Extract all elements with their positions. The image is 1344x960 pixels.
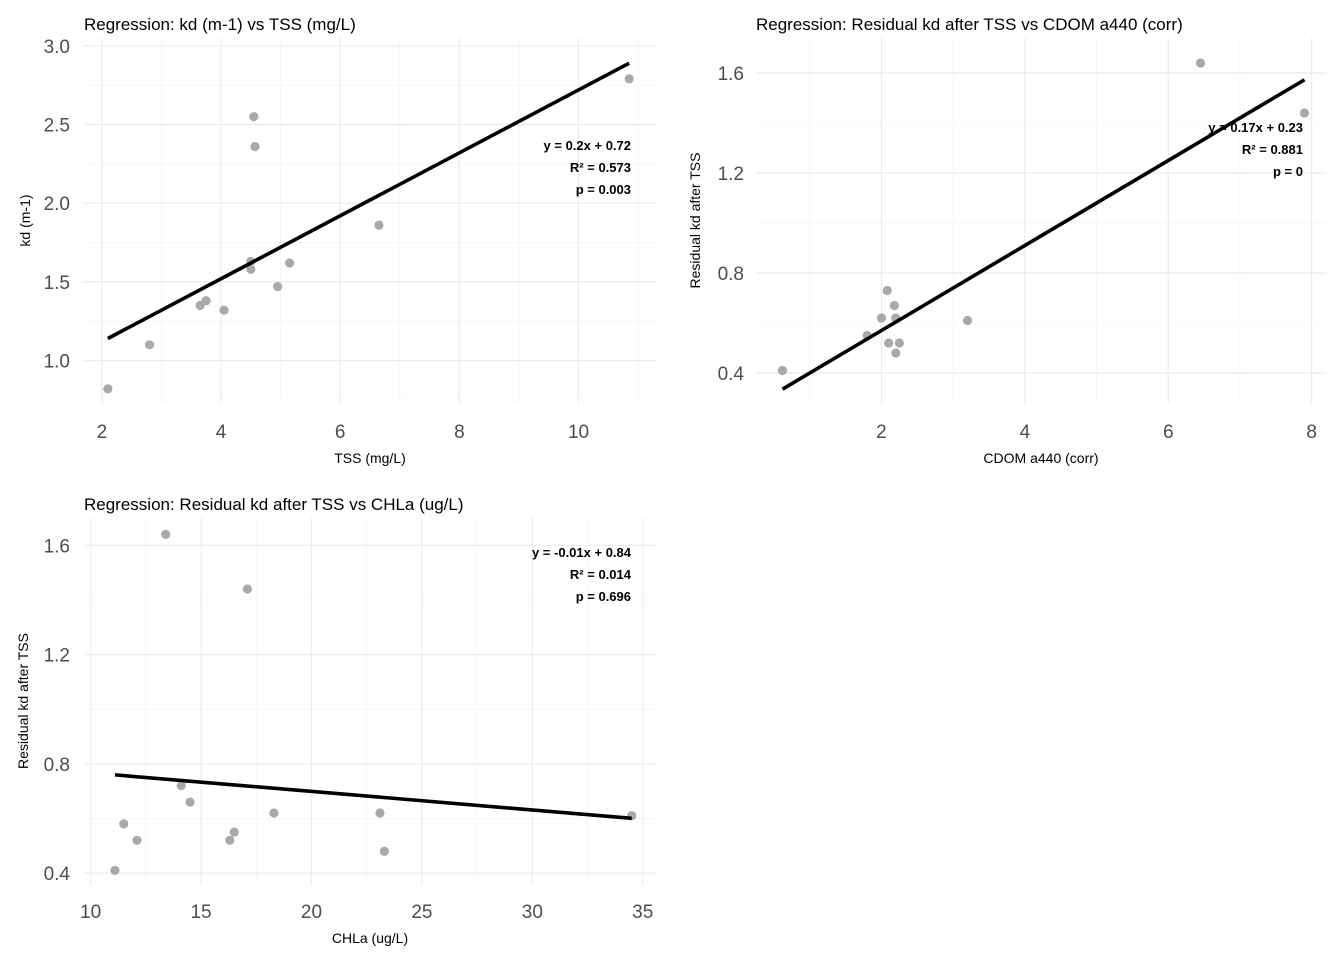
annotation-r2: R² = 0.881	[1242, 142, 1303, 157]
x-tick-label: 15	[190, 902, 211, 923]
data-point	[246, 264, 256, 274]
y-tick-label: 1.6	[44, 536, 70, 557]
data-point	[249, 112, 259, 122]
x-tick-label: 6	[335, 422, 346, 443]
regression-line	[781, 78, 1306, 391]
data-point	[229, 827, 239, 837]
data-point	[374, 220, 384, 230]
data-point	[1195, 58, 1206, 68]
data-point	[891, 348, 901, 358]
y-axis-title: Residual kd after TSS	[687, 153, 703, 289]
data-point	[161, 529, 171, 539]
annotation-equation: y = -0.01x + 0.84	[532, 545, 632, 560]
y-tick-label: 0.8	[44, 755, 70, 776]
data-point	[103, 384, 113, 394]
annotation-p: p = 0.003	[576, 182, 631, 197]
data-point	[119, 819, 129, 829]
y-axis-title: Residual kd after TSS	[15, 633, 31, 769]
panel-title: Regression: kd (m-1) vs TSS (mg/L)	[84, 15, 356, 34]
data-point	[185, 797, 195, 807]
data-point	[284, 258, 295, 268]
annotation-equation: y = 0.17x + 0.23	[1208, 120, 1303, 135]
data-point	[225, 835, 235, 845]
y-tick-label: 3.0	[44, 37, 70, 58]
data-point	[962, 315, 973, 326]
x-axis-title: CDOM a440 (corr)	[983, 450, 1098, 466]
x-tick-label: 2	[876, 422, 887, 443]
data-point	[624, 74, 634, 84]
y-tick-label: 0.4	[44, 864, 71, 885]
x-axis-title: TSS (mg/L)	[334, 450, 406, 466]
data-point	[132, 835, 142, 845]
x-tick-label: 2	[97, 422, 108, 443]
panel-title: Regression: Residual kd after TSS vs CHL…	[84, 495, 464, 514]
annotation-p: p = 0	[1273, 164, 1303, 179]
panel-kd-vs-tss: 2 4 6 8 10 1.0 1.5 2.0 2.5 3.0 y = 0.2x + 0.72 R² =…	[17, 15, 656, 466]
data-point	[889, 300, 899, 311]
y-tick-label: 1.6	[718, 64, 744, 85]
data-point	[894, 338, 904, 348]
x-tick-label: 8	[1306, 422, 1317, 443]
data-point	[273, 281, 283, 292]
regression-line	[106, 61, 631, 341]
data-point	[250, 141, 260, 152]
panel-residual-vs-cdom: 2 4 6 8 0.4 0.8 1.2 1.6 y = 0.17x + 0.23 R² = 0.8…	[687, 15, 1326, 466]
y-tick-label: 1.2	[718, 164, 744, 185]
data-point	[176, 781, 186, 791]
x-tick-label: 30	[522, 902, 543, 923]
x-tick-label: 10	[568, 422, 589, 443]
data-point	[201, 296, 211, 306]
x-tick-label: 25	[411, 902, 432, 923]
data-point	[884, 338, 894, 348]
x-tick-label: 20	[301, 902, 322, 923]
data-point	[110, 865, 120, 875]
data-point	[882, 285, 892, 296]
y-tick-label: 1.5	[44, 273, 70, 294]
panel-residual-vs-chla: 10 15 20 25 30 35 0.4 0.8 1.2 1.6 y = -0.01x + 0.8…	[15, 495, 656, 946]
x-tick-label: 10	[80, 902, 101, 923]
x-tick-label: 4	[216, 422, 227, 443]
x-tick-label: 6	[1163, 422, 1174, 443]
y-tick-label: 0.8	[718, 264, 744, 285]
data-point	[269, 808, 279, 818]
x-tick-label: 35	[632, 902, 653, 923]
panel-title: Regression: Residual kd after TSS vs CDO…	[756, 15, 1183, 34]
data-point	[777, 365, 788, 376]
y-tick-label: 2.5	[44, 116, 70, 137]
data-point	[379, 846, 389, 856]
data-point	[144, 340, 155, 350]
y-tick-label: 2.0	[44, 194, 70, 215]
y-tick-label: 1.0	[44, 352, 70, 373]
annotation-p: p = 0.696	[576, 589, 631, 604]
y-axis-title: kd (m-1)	[17, 194, 33, 246]
data-point	[876, 313, 887, 323]
x-tick-label: 4	[1020, 422, 1031, 443]
annotation-r2: R² = 0.573	[570, 160, 631, 175]
y-tick-label: 0.4	[718, 364, 745, 385]
x-axis-title: CHLa (ug/L)	[332, 930, 408, 946]
annotation-equation: y = 0.2x + 0.72	[544, 138, 631, 153]
annotation-r2: R² = 0.014	[570, 567, 632, 582]
regression-line	[114, 773, 632, 821]
data-point	[242, 584, 253, 594]
data-point	[219, 305, 229, 315]
data-point	[375, 808, 385, 818]
y-tick-label: 1.2	[44, 646, 70, 667]
x-tick-label: 8	[454, 422, 465, 443]
data-point	[1299, 108, 1310, 118]
